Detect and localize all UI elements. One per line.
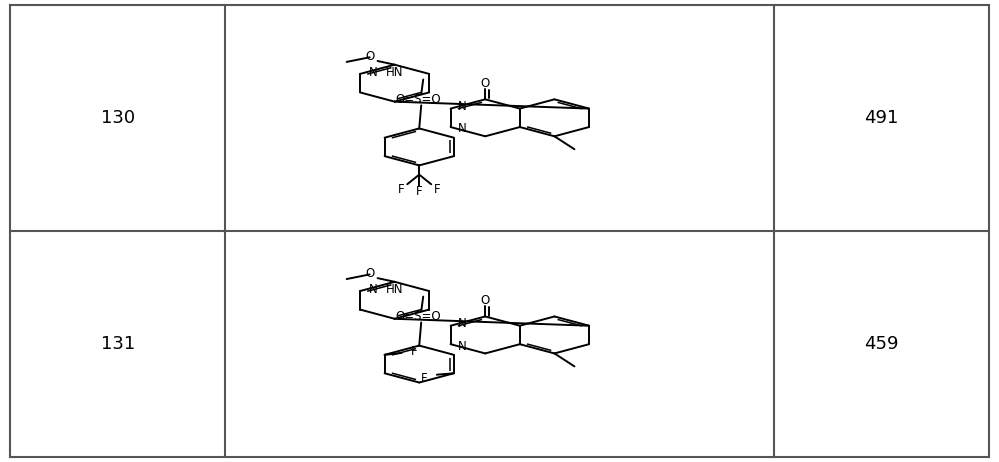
Text: O: O xyxy=(365,267,375,280)
Text: F: F xyxy=(421,372,428,385)
Text: 130: 130 xyxy=(101,109,135,127)
Text: N: N xyxy=(369,283,378,296)
Text: O: O xyxy=(365,50,375,63)
Text: O=S=O: O=S=O xyxy=(396,310,441,323)
Text: 459: 459 xyxy=(864,335,898,353)
Text: HN: HN xyxy=(386,66,404,79)
Text: F: F xyxy=(434,182,441,195)
Text: N: N xyxy=(369,66,378,79)
Text: 491: 491 xyxy=(864,109,898,127)
Text: N: N xyxy=(459,340,467,353)
Text: F: F xyxy=(398,182,405,195)
Text: O: O xyxy=(481,77,490,90)
Text: HN: HN xyxy=(386,283,404,296)
Text: N: N xyxy=(459,317,467,330)
Text: N: N xyxy=(459,122,467,135)
Text: N: N xyxy=(459,100,467,113)
Text: F: F xyxy=(412,345,418,358)
Text: F: F xyxy=(416,185,423,198)
Text: O=S=O: O=S=O xyxy=(396,93,441,106)
Text: O: O xyxy=(481,294,490,307)
Text: 131: 131 xyxy=(101,335,135,353)
